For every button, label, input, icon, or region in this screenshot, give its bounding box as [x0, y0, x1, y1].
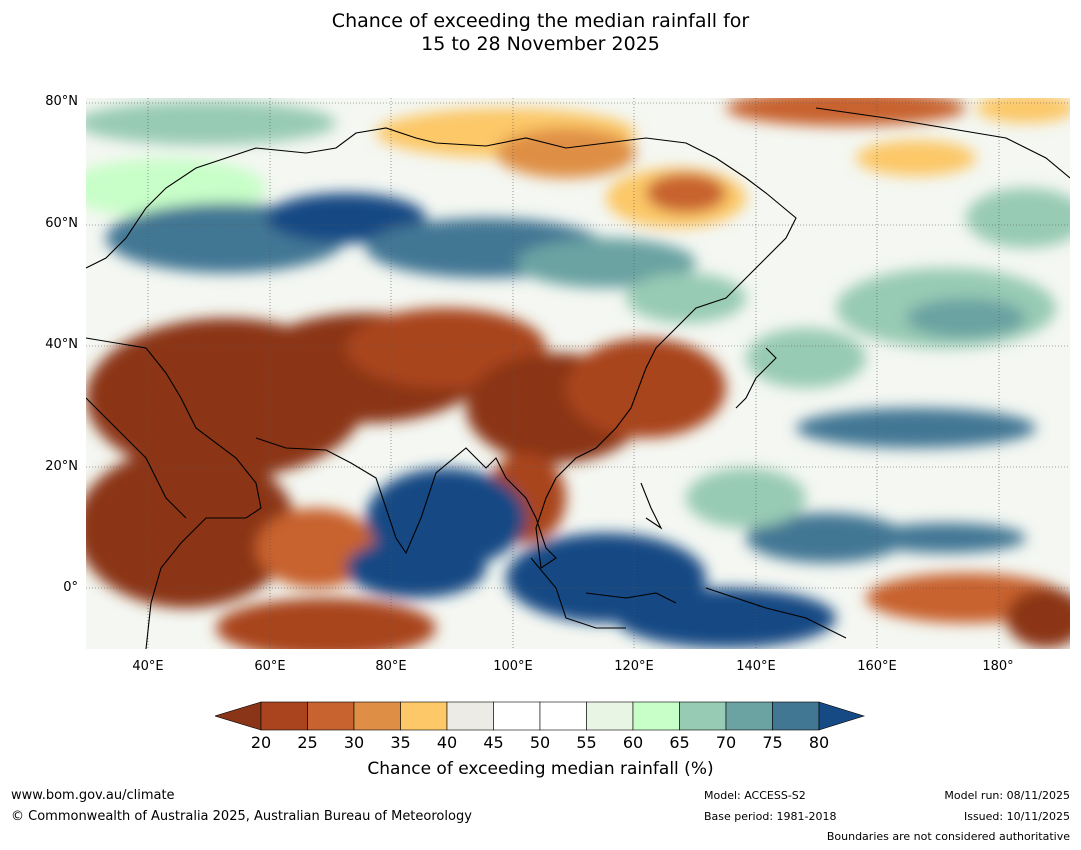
- colorbar-tick: 30: [343, 733, 365, 752]
- colorbar-label: Chance of exceeding median rainfall (%): [367, 759, 714, 779]
- coastlines: [86, 107, 1070, 649]
- lon-label-160e: 160°E: [857, 659, 897, 674]
- colorbar-swatch: [772, 701, 820, 731]
- colorbar: [215, 701, 866, 731]
- colorbar-tick: 45: [483, 733, 504, 752]
- colorbar-swatch: [493, 701, 541, 731]
- colorbar-tick: 65: [669, 733, 690, 752]
- disclaimer-text: Boundaries are not considered authoritat…: [826, 830, 1070, 843]
- colorbar-swatch: [260, 701, 308, 731]
- lat-label-80n: 80°N: [45, 94, 78, 109]
- lon-label-180: 180°: [982, 659, 1014, 674]
- map-title-line1: Chance of exceeding the median rainfall …: [331, 10, 750, 32]
- colorbar-tick: 20: [250, 733, 272, 752]
- model-run-text: Model run: 08/11/2025: [944, 789, 1070, 802]
- lon-label-100e: 100°E: [493, 659, 533, 674]
- lon-label-80e: 80°E: [375, 659, 407, 674]
- colorbar-swatch: [586, 701, 634, 731]
- lat-label-0: 0°: [63, 580, 78, 595]
- colorbar-tick: 50: [529, 733, 551, 752]
- website-link[interactable]: www.bom.gov.au/climate: [11, 788, 175, 803]
- colorbar-tick: 70: [715, 733, 737, 752]
- colorbar-swatch: [632, 701, 680, 731]
- graticule: [86, 98, 1070, 649]
- lat-label-60n: 60°N: [45, 216, 78, 231]
- colorbar-tick: 35: [390, 733, 411, 752]
- issued-text: Issued: 10/11/2025: [963, 810, 1070, 823]
- colorbar-swatch: [307, 701, 355, 731]
- colorbar-swatch: [679, 701, 727, 731]
- colorbar-swatch: [353, 701, 401, 731]
- lon-label-40e: 40°E: [132, 659, 164, 674]
- colorbar-swatch: [400, 701, 448, 731]
- lon-label-140e: 140°E: [736, 659, 776, 674]
- colorbar-tick: 55: [576, 733, 597, 752]
- lon-label-120e: 120°E: [614, 659, 654, 674]
- colorbar-extend-high: [818, 701, 866, 731]
- colorbar-extend-low: [215, 701, 262, 731]
- colorbar-tick: 75: [762, 733, 783, 752]
- model-text: Model: ACCESS-S2: [704, 789, 806, 802]
- colorbar-swatch: [446, 701, 494, 731]
- colorbar-tick: 80: [808, 733, 830, 752]
- lat-label-20n: 20°N: [45, 459, 78, 474]
- colorbar-tick: 40: [436, 733, 458, 752]
- colorbar-tick: 60: [622, 733, 644, 752]
- rainfall-probability-map: [86, 98, 1070, 649]
- copyright-text: © Commonwealth of Australia 2025, Austra…: [11, 809, 472, 824]
- probability-field: [86, 98, 1070, 649]
- lat-label-40n: 40°N: [45, 337, 78, 352]
- colorbar-tick: 25: [297, 733, 318, 752]
- colorbar-swatch: [539, 701, 587, 731]
- colorbar-swatch: [725, 701, 773, 731]
- base-period-text: Base period: 1981-2018: [704, 810, 837, 823]
- lon-label-60e: 60°E: [254, 659, 286, 674]
- map-title-line2: 15 to 28 November 2025: [421, 33, 660, 55]
